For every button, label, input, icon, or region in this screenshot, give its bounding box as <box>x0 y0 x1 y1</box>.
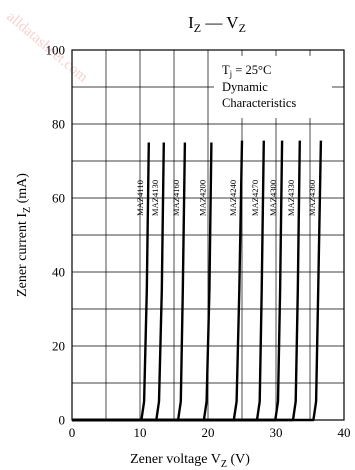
x-tick-label: 10 <box>134 425 147 440</box>
x-axis-label: Zener voltage VZ (V) <box>130 452 250 470</box>
plot-frame <box>71 49 345 421</box>
annotation-line-3: Characteristics <box>222 96 296 110</box>
x-axis-label-unit: (V) <box>227 452 250 467</box>
annotation-temp: = 25°C <box>232 63 271 77</box>
title-second-sub: Z <box>239 21 246 35</box>
title-dash: — <box>204 13 223 32</box>
x-tick-label: 30 <box>270 425 283 440</box>
x-axis-label-text: Zener voltage V <box>130 452 221 467</box>
title-main-sub: Z <box>194 21 201 35</box>
y-tick-label: 60 <box>52 191 65 206</box>
annotation-line-1: Tj = 25°C <box>222 63 271 79</box>
series-curves: MAZ4110 MAZ4130 MAZ4160 MAZ4200 MAZ4240 MAZ42… <box>72 140 323 422</box>
series-label-maz4360: MAZ4360 <box>307 180 317 216</box>
x-tick-label: 40 <box>338 425 351 440</box>
annotation-t-sub: j <box>229 69 233 79</box>
y-axis-label-unit: (mA) <box>15 173 30 207</box>
series-line-maz4160 <box>72 142 187 422</box>
y-tick-label: 80 <box>52 117 65 132</box>
annotation-t: T <box>222 63 230 77</box>
series-label-maz4110: MAZ4110 <box>135 180 145 216</box>
series-label-maz4160: MAZ4160 <box>171 180 181 216</box>
y-axis-label-text: Zener current I <box>15 213 30 297</box>
title-second: V <box>226 13 239 32</box>
x-tick-label: 0 <box>69 425 76 440</box>
x-axis-label-sub: Z <box>221 459 227 470</box>
title-main: I <box>188 13 194 32</box>
y-tick-label: 0 <box>59 413 66 428</box>
y-tick-label: 40 <box>52 265 65 280</box>
chart-title: IZ — VZ <box>188 13 246 35</box>
series-label-maz4330: MAZ4330 <box>286 180 296 216</box>
series-label-maz4300: MAZ4300 <box>268 180 278 216</box>
series-label-maz4130: MAZ4130 <box>150 180 160 216</box>
series-label-maz4270: MAZ4270 <box>250 180 260 216</box>
y-axis-label-sub: Z <box>22 207 33 213</box>
x-tick-label: 20 <box>202 425 215 440</box>
annotation-line-2: Dynamic <box>222 80 268 94</box>
y-tick-label: 20 <box>52 339 65 354</box>
y-tick-label: 100 <box>46 43 66 58</box>
y-axis-label: Zener current IZ (mA) <box>15 173 33 297</box>
annotation-background <box>214 56 332 118</box>
axis-ticks: 0 10 20 30 40 0 20 40 60 80 100 <box>46 43 351 441</box>
annotation-box: Tj = 25°C Dynamic Characteristics <box>214 56 332 118</box>
series-label-maz4240: MAZ4240 <box>228 180 238 216</box>
series-label-maz4200: MAZ4200 <box>197 180 207 216</box>
